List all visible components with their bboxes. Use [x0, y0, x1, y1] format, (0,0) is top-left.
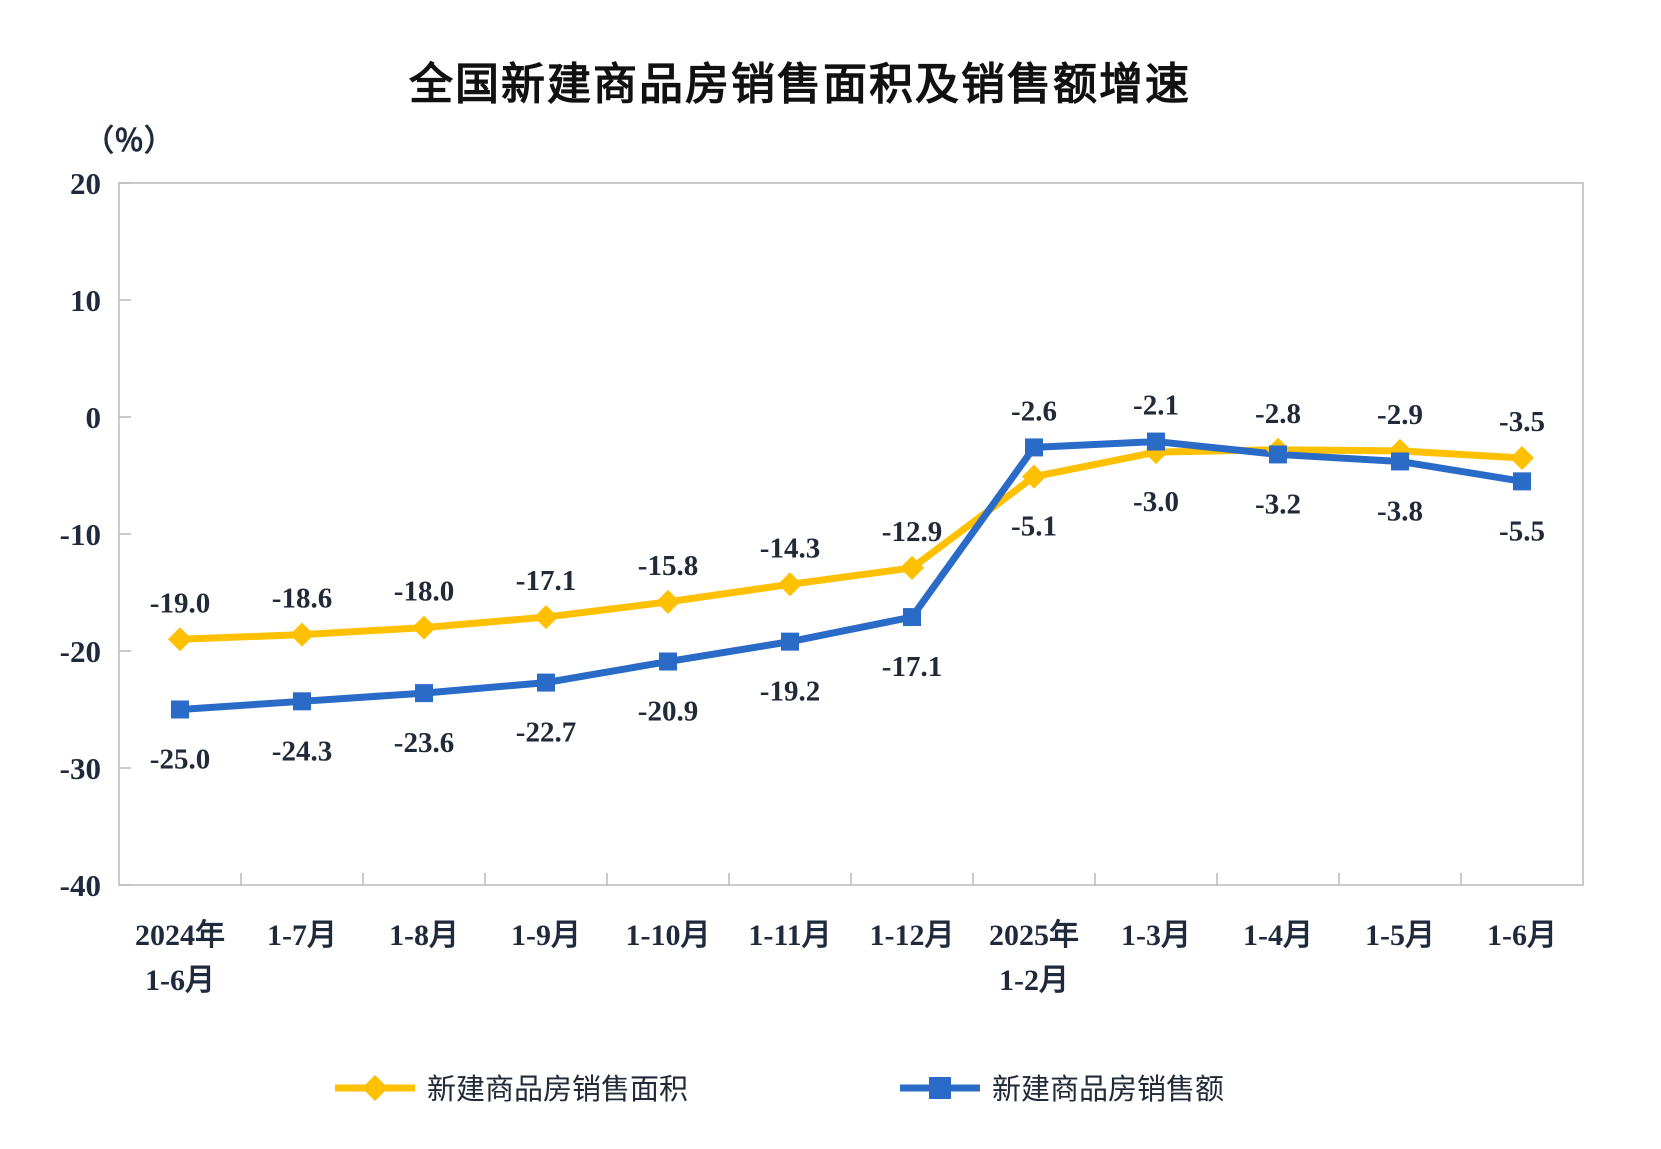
data-label: -3.2	[1255, 488, 1301, 520]
data-label: -25.0	[150, 744, 210, 776]
data-label: -18.6	[272, 583, 332, 615]
marker-square	[781, 632, 799, 651]
marker-square	[1147, 432, 1165, 451]
marker-diamond	[412, 615, 436, 640]
data-label: -15.8	[638, 550, 698, 582]
x-axis-tick-label: 1-9月	[511, 919, 581, 952]
marker-square	[903, 608, 921, 627]
marker-diamond	[168, 627, 192, 652]
y-axis-tick-label: 10	[70, 283, 101, 318]
marker-square	[415, 684, 433, 703]
x-axis-tick-label: 1-12月	[870, 919, 955, 952]
y-axis-tick-label: 20	[70, 166, 101, 201]
marker-diamond	[534, 605, 558, 630]
x-axis-tick-label: 2025年	[989, 919, 1079, 952]
x-axis-tick-label: 1-10月	[626, 919, 711, 952]
x-axis-tick-label: 1-7月	[267, 919, 337, 952]
chart-title: 全国新建商品房销售面积及销售额增速	[409, 60, 1191, 109]
x-axis-tick-label-line2: 1-2月	[999, 964, 1069, 997]
y-axis-tick-label: -20	[60, 634, 101, 669]
marker-square	[1269, 445, 1287, 464]
data-label: -14.3	[760, 532, 820, 564]
data-label: -5.1	[1011, 511, 1057, 543]
legend-label-sales-value: 新建商品房销售额	[992, 1073, 1224, 1106]
y-axis-tick-label: -40	[60, 868, 101, 903]
marker-diamond	[290, 622, 314, 647]
marker-diamond	[900, 555, 924, 580]
data-label: -2.9	[1377, 399, 1423, 431]
x-axis-tick-label: 1-11月	[748, 919, 831, 952]
data-label: -2.6	[1011, 395, 1057, 427]
data-label: -17.1	[516, 565, 576, 597]
y-axis-tick-label: -10	[60, 517, 101, 552]
marker-square	[1391, 452, 1409, 471]
data-label: -18.0	[394, 576, 454, 608]
marker-square	[1025, 438, 1043, 457]
data-label: -24.3	[272, 735, 332, 767]
marker-square	[171, 700, 189, 719]
x-axis-tick-label-line2: 1-6月	[145, 964, 215, 997]
x-axis-tick-label: 1-6月	[1487, 919, 1557, 952]
x-axis-tick-label: 2024年	[135, 919, 225, 952]
plot-border	[118, 182, 1584, 886]
data-label: -3.0	[1133, 486, 1179, 518]
data-label: -20.9	[638, 696, 698, 728]
marker-diamond	[656, 589, 680, 614]
data-label: -2.8	[1255, 398, 1301, 430]
data-label: -17.1	[882, 651, 942, 683]
x-axis-tick-label: 1-5月	[1365, 919, 1435, 952]
y-axis-tick-label: -30	[60, 751, 101, 786]
x-axis-tick-label: 1-8月	[389, 919, 459, 952]
series-line-sales-value	[176, 438, 1526, 713]
marker-square	[293, 692, 311, 711]
marker-square	[537, 673, 555, 692]
x-axis-tick-label: 1-4月	[1243, 919, 1313, 952]
legend-marker-square	[929, 1077, 951, 1099]
marker-diamond	[778, 572, 802, 597]
marker-diamond	[1022, 464, 1046, 489]
y-axis-tick-label: 0	[86, 400, 102, 435]
marker-square	[1513, 472, 1531, 491]
x-axis-tick-label: 1-3月	[1121, 919, 1191, 952]
legend-label-sales-area: 新建商品房销售面积	[427, 1073, 688, 1106]
data-label: -23.6	[394, 727, 454, 759]
data-label: -3.8	[1377, 495, 1423, 527]
data-label: -2.1	[1133, 390, 1179, 422]
data-label: -3.5	[1499, 406, 1545, 438]
data-label: -22.7	[516, 717, 576, 749]
marker-square	[659, 652, 677, 671]
legend-marker-diamond	[362, 1075, 388, 1101]
data-label: -19.2	[760, 676, 820, 708]
data-label: -12.9	[882, 516, 942, 548]
marker-diamond	[1510, 445, 1534, 470]
data-label: -5.5	[1499, 515, 1545, 547]
data-label: -19.0	[150, 587, 210, 619]
y-axis-unit-label: （％）	[84, 125, 174, 158]
series-line-sales-area	[176, 446, 1526, 643]
